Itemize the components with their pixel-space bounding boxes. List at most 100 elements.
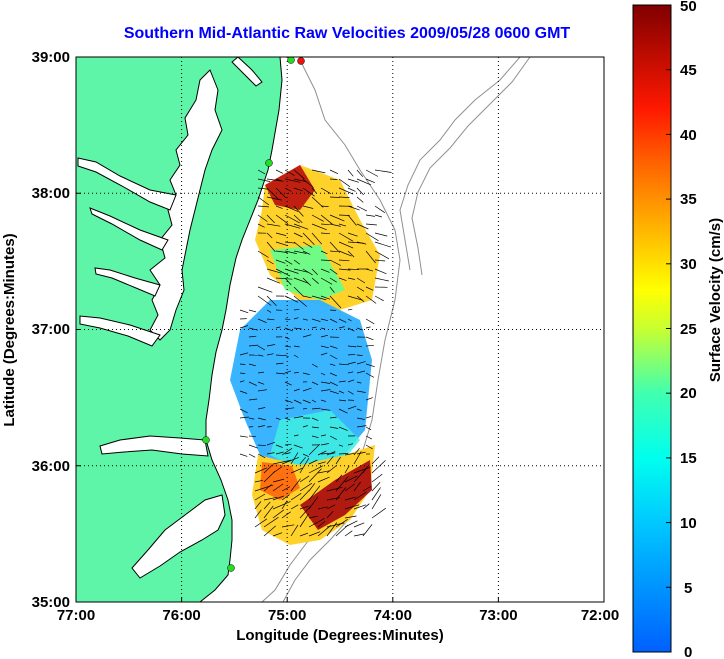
velocity-arrow [257, 381, 265, 385]
velocity-arrow [338, 232, 354, 242]
velocity-arrow [266, 441, 276, 446]
radar-station-marker [287, 57, 295, 64]
velocity-arrow [365, 372, 374, 378]
velocity-arrow [356, 196, 364, 203]
velocity-arrow [356, 451, 366, 455]
velocity-arrow [338, 214, 350, 216]
velocity-region-north-green [270, 245, 345, 300]
velocity-arrow [338, 408, 348, 414]
colorbar-tick-label: 30 [680, 256, 697, 273]
velocity-arrow [347, 308, 353, 311]
velocity-arrow [338, 250, 352, 257]
velocity-arrow [284, 318, 291, 321]
velocity-arrow [263, 525, 276, 537]
velocity-arrow [320, 334, 329, 338]
velocity-arrow [308, 459, 318, 465]
velocity-arrow [263, 517, 279, 528]
grid-lines [76, 57, 604, 602]
velocity-arrow [371, 507, 387, 519]
velocity-arrow [275, 250, 288, 253]
velocity-arrow [257, 318, 267, 324]
velocity-arrow [239, 453, 248, 457]
velocity-arrow [317, 520, 326, 528]
velocity-arrow [329, 426, 339, 429]
velocity-arrow [263, 505, 274, 519]
velocity-arrow [365, 250, 376, 264]
velocity-arrow [239, 372, 246, 374]
velocity-arrow [254, 467, 268, 474]
velocity-arrow [266, 277, 280, 284]
velocity-arrow [338, 453, 349, 455]
velocity-arrow [284, 443, 292, 446]
velocity-arrow [302, 277, 312, 287]
velocity-arrow [275, 205, 283, 209]
velocity-arrow [338, 241, 354, 249]
velocity-arrow [356, 178, 372, 186]
velocity-arrow [308, 531, 321, 537]
x-tick-label: 72:00 [581, 607, 619, 624]
y-axis-label: Latitude (Degrees:Minutes) [1, 233, 18, 426]
james-river [79, 315, 161, 347]
velocity-arrow [257, 453, 266, 459]
velocity-arrow [320, 408, 331, 411]
velocity-arrow [356, 354, 363, 356]
velocity-arrow [344, 515, 357, 519]
velocity-arrow [320, 381, 331, 384]
velocity-arrow [275, 187, 287, 199]
velocity-arrow [320, 434, 326, 437]
velocity-arrow [302, 187, 315, 197]
velocity-arrow [311, 426, 319, 429]
velocity-arrow [284, 277, 292, 286]
velocity-arrow [326, 456, 334, 465]
velocity-arrow [284, 354, 289, 358]
velocity-arrow [356, 408, 362, 411]
velocity-arrow [254, 501, 262, 510]
velocity-arrow [347, 187, 356, 192]
velocity-arrow [374, 295, 384, 302]
velocity-arrow [365, 435, 373, 440]
velocity-arrow [344, 465, 350, 474]
radar-station-marker-alert [297, 57, 305, 65]
velocity-arrow [329, 416, 337, 419]
velocity-arrow [311, 268, 318, 275]
velocity-arrow [311, 363, 318, 368]
colorbar-tick-label: 45 [680, 62, 697, 79]
velocity-arrow [338, 363, 349, 366]
velocity-arrow [317, 461, 326, 465]
velocity-arrow [320, 352, 328, 356]
velocity-arrow [272, 495, 284, 501]
velocity-arrow [272, 459, 292, 465]
velocity-arrow [293, 317, 299, 320]
velocity-arrow [281, 486, 291, 492]
velocity-arrow [347, 379, 355, 383]
velocity-arrow [293, 268, 309, 273]
velocity-arrow [299, 475, 310, 483]
velocity-arrow [284, 259, 293, 265]
velocity-arrow [239, 309, 249, 314]
velocity-arrow [311, 169, 326, 174]
velocity-arrow [284, 417, 291, 421]
velocity-arrow [335, 519, 348, 528]
velocity-arrow [320, 399, 327, 402]
velocity-arrow [329, 309, 336, 311]
velocity-arrow [302, 241, 313, 248]
velocity-arrow [320, 389, 331, 392]
x-tick-label: 76:00 [162, 607, 200, 624]
velocity-arrow [311, 223, 327, 231]
velocity-arrow [365, 214, 375, 217]
velocity-arrow [353, 451, 362, 465]
colorbar-tick-label: 35 [680, 191, 697, 208]
velocity-arrow [248, 398, 258, 401]
velocity-arrow [335, 474, 343, 483]
velocity-arrow [275, 354, 286, 357]
velocity-arrow [353, 533, 365, 537]
velocity-arrow [239, 435, 248, 438]
velocity-arrow [293, 259, 300, 265]
velocity-arrow [317, 525, 332, 537]
velocity-arrow [266, 223, 281, 227]
velocity-arrow [284, 370, 292, 374]
velocity-arrow [347, 169, 354, 177]
velocity-arrow [308, 518, 325, 528]
velocity-arrow [356, 169, 364, 177]
